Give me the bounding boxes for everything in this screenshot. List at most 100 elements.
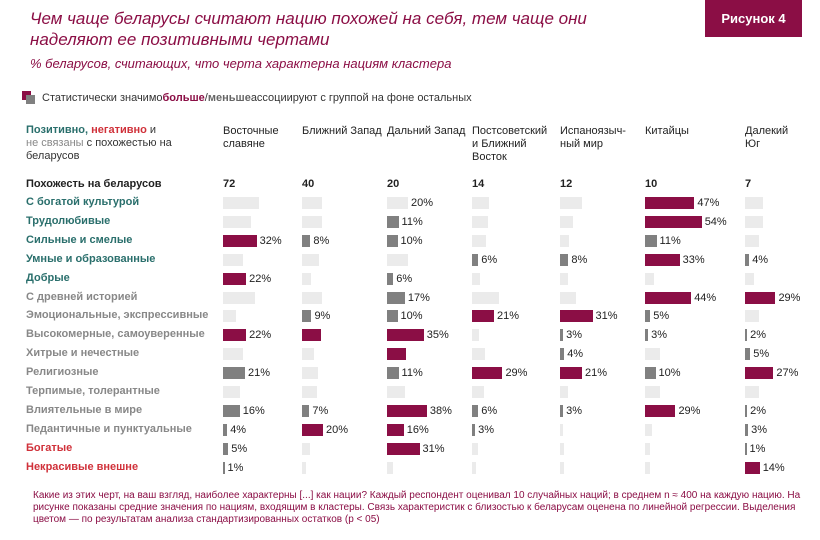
bar-value-label: 29% [778, 291, 801, 304]
similarity-value: 12 [560, 178, 573, 190]
bar [560, 442, 565, 455]
bar [472, 291, 500, 304]
similarity-label: Похожесть на беларусов [26, 178, 162, 190]
bar [472, 215, 488, 228]
bar-value-label: 11% [659, 234, 681, 247]
bar [387, 234, 398, 247]
bar-value-label: 5% [653, 310, 670, 323]
bar [387, 215, 399, 228]
bar [302, 234, 311, 247]
bar-value-label: 33% [682, 253, 705, 266]
bar [560, 348, 565, 361]
bar-value-label: 6% [481, 404, 498, 417]
bar [472, 329, 480, 342]
column-header: Дальний Запад [387, 125, 466, 137]
chart-subtitle: % беларусов, считающих, что черта характ… [30, 56, 452, 71]
bar [745, 310, 759, 323]
bar [387, 272, 394, 285]
bar-value-label: 31% [422, 442, 445, 455]
column-header: Китайцы [645, 125, 689, 137]
bar-value-label: 16% [406, 423, 429, 436]
bar [302, 404, 310, 417]
bar [302, 197, 322, 209]
bar [645, 442, 651, 455]
bar [645, 234, 657, 247]
row-header: Позитивно, негативно и не связаны с похо… [26, 124, 196, 163]
bar-value-label: 38% [429, 404, 452, 417]
bar [745, 442, 747, 455]
bar [745, 253, 750, 266]
footnote: Какие из этих черт, на ваш взгляд, наибо… [33, 490, 801, 525]
bar [645, 253, 680, 266]
bar [472, 348, 485, 361]
bar-value-label: 20% [326, 423, 349, 436]
bar-value-label: 2% [750, 329, 766, 342]
bar [472, 197, 489, 209]
trait-label: Педантичные и пунктуальные [26, 422, 192, 435]
similarity-value: 40 [302, 178, 315, 190]
trait-label: Богатые [26, 441, 73, 454]
bar [387, 348, 406, 361]
column-header: Ближний Запад [302, 125, 382, 137]
bar [302, 329, 321, 342]
trait-label: Эмоциональные, экспрессивные [26, 309, 209, 322]
bar-value-label: 1% [227, 461, 244, 474]
bar [472, 234, 486, 247]
bar [472, 310, 495, 323]
legend: Статистически значимо больше / меньше ас… [22, 91, 472, 104]
bar-value-label: 8% [313, 234, 330, 247]
trait-label: Некрасивые внешне [26, 460, 139, 473]
trait-label: Высокомерные, самоуверенные [26, 328, 205, 341]
bar-value-label: 11% [401, 215, 423, 228]
bar [472, 461, 477, 474]
column-header: Восточные славяне [223, 125, 279, 150]
bar [560, 386, 569, 398]
bar-value-label: 6% [396, 272, 413, 285]
bar-value-label: 5% [231, 442, 248, 455]
bar [223, 423, 228, 436]
header-negative: негативно [91, 124, 147, 136]
bar [387, 367, 399, 380]
bar [387, 310, 398, 323]
bar-value-label: 3% [651, 329, 668, 342]
legend-suffix: ассоциируют с группой на фоне остальных [250, 91, 472, 104]
bar [745, 423, 749, 436]
bar [645, 367, 656, 380]
bar [472, 404, 479, 417]
bar-value-label: 31% [595, 310, 618, 323]
bar [302, 253, 319, 266]
bar-value-label: 4% [567, 348, 584, 361]
legend-swatch-icon [22, 91, 36, 104]
similarity-value: 14 [472, 178, 485, 190]
bar [645, 291, 692, 304]
bar [223, 272, 247, 285]
header-rest: с похожестью на беларусов [26, 137, 172, 162]
bar [645, 272, 655, 285]
bar [387, 423, 404, 436]
bar [302, 215, 322, 228]
bar-value-label: 7% [312, 404, 329, 417]
bar [745, 386, 759, 398]
trait-label: С древней историей [26, 290, 138, 303]
bar [560, 367, 583, 380]
bar-value-label: 20% [411, 197, 434, 209]
legend-slash: / [204, 91, 208, 104]
trait-label: Добрые [26, 271, 70, 284]
bar [223, 329, 247, 342]
bar [645, 215, 702, 228]
trait-label: Умные и образованные [26, 252, 156, 265]
bar [745, 215, 763, 228]
bar [560, 215, 573, 228]
bar-value-label: 6% [481, 253, 498, 266]
trait-label: Терпимые, толерантные [26, 385, 160, 397]
bar-value-label: 4% [752, 253, 769, 266]
bar [223, 367, 246, 380]
bar-value-label: 27% [776, 367, 799, 380]
trait-label: Сильные и смелые [26, 233, 133, 246]
bar-value-label: 14% [762, 461, 785, 474]
bar [302, 423, 323, 436]
similarity-value: 10 [645, 178, 658, 190]
bar-value-label: 21% [497, 310, 520, 323]
bar [745, 197, 763, 209]
bar-value-label: 11% [401, 367, 423, 380]
